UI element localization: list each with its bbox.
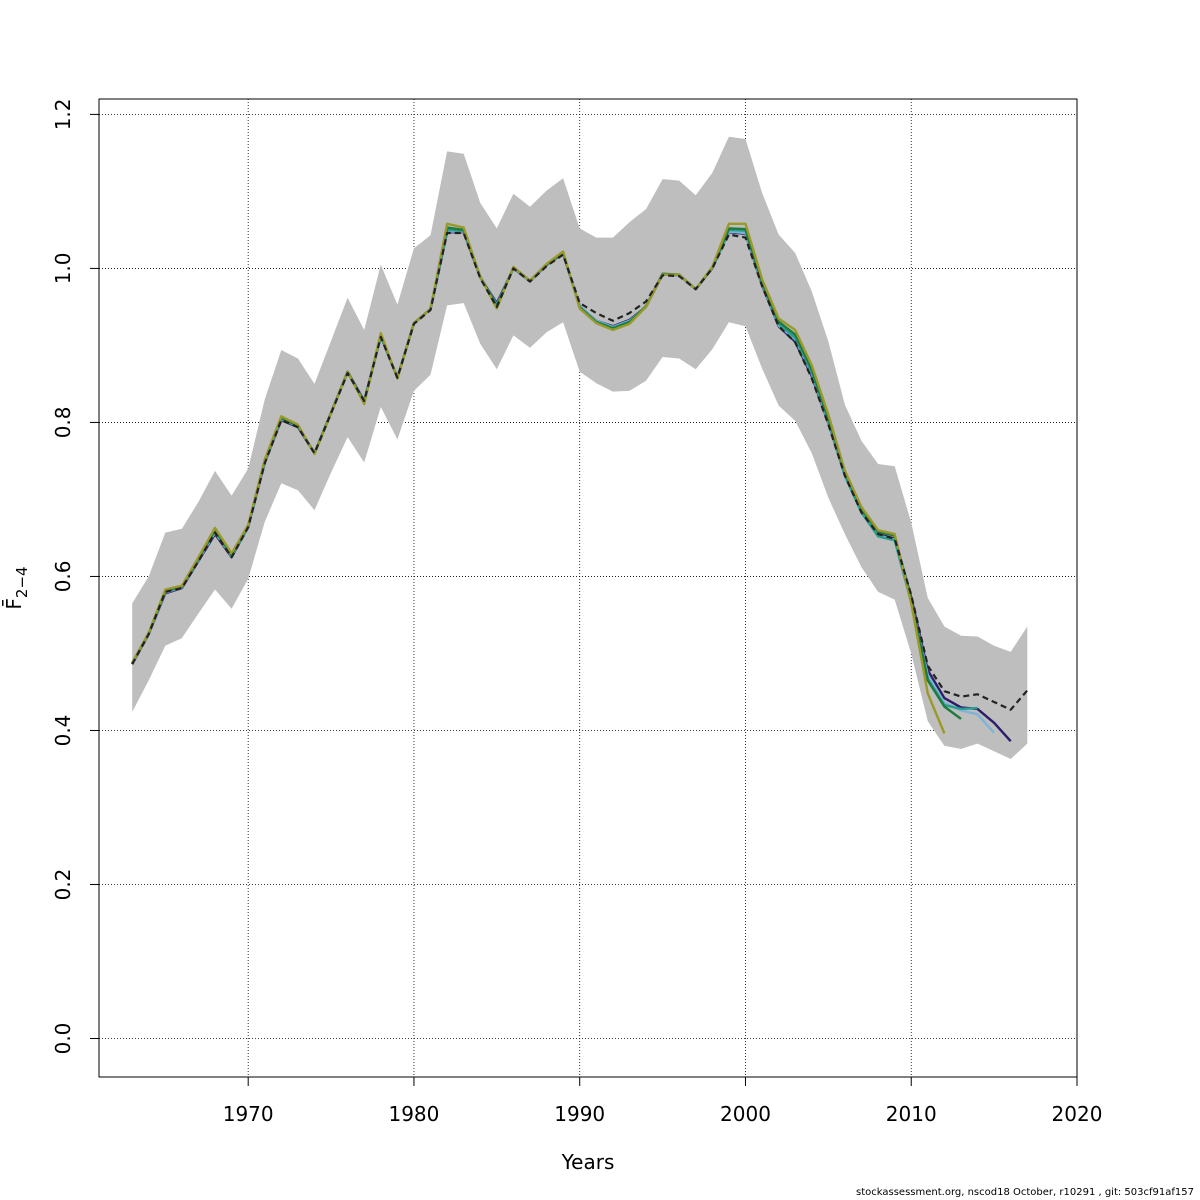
series-line-0 [131,231,1029,711]
y-tick-label-group: 1.2 [51,98,75,130]
confidence-band [132,136,1028,759]
y-tick-label: 0.6 [51,560,75,592]
y-tick-label: 0.4 [51,715,75,747]
y-tick-label: 1.2 [51,98,75,130]
x-tick-label: 2010 [886,1102,937,1126]
y-tick-label-group: 0.2 [51,869,75,901]
footer-credit: stockassessment.org, nscod18 October, r1… [856,1187,1194,1198]
y-axis-title: F̄2−4 [1,566,31,609]
y-tick-label-group: 0.0 [51,1023,75,1055]
x-tick-label: 2020 [1052,1102,1103,1126]
series-line-5 [131,222,946,734]
x-tick-label: 1990 [554,1102,605,1126]
confidence-band-layer [132,136,1028,759]
x-tick-label: 2000 [720,1102,771,1126]
y-axis-title-main: F̄ [1,598,26,610]
y-tick-label-group: 0.4 [51,715,75,747]
x-axis: 1970 1980 1990 2000 2010 2020 [223,1076,1103,1126]
y-axis: 0.0 0.2 0.4 0.6 0.8 1.0 1.2 [51,98,100,1055]
y-axis-title-subscript: 2−4 [13,566,31,598]
y-tick-label: 0.8 [51,406,75,438]
y-tick-label-group: 1.0 [51,252,75,284]
y-tick-label-group: 0.6 [51,560,75,592]
x-tick-label: 1970 [223,1102,274,1126]
y-tick-label: 0.0 [51,1023,75,1055]
y-tick-label-group: 0.8 [51,406,75,438]
y-tick-label: 0.2 [51,869,75,901]
svg-text:F̄2−4: F̄2−4 [1,566,31,609]
series-layer [131,222,1029,743]
x-axis-title: Years [561,1150,615,1174]
x-tick-label: 1980 [388,1102,439,1126]
y-tick-label: 1.0 [51,252,75,284]
